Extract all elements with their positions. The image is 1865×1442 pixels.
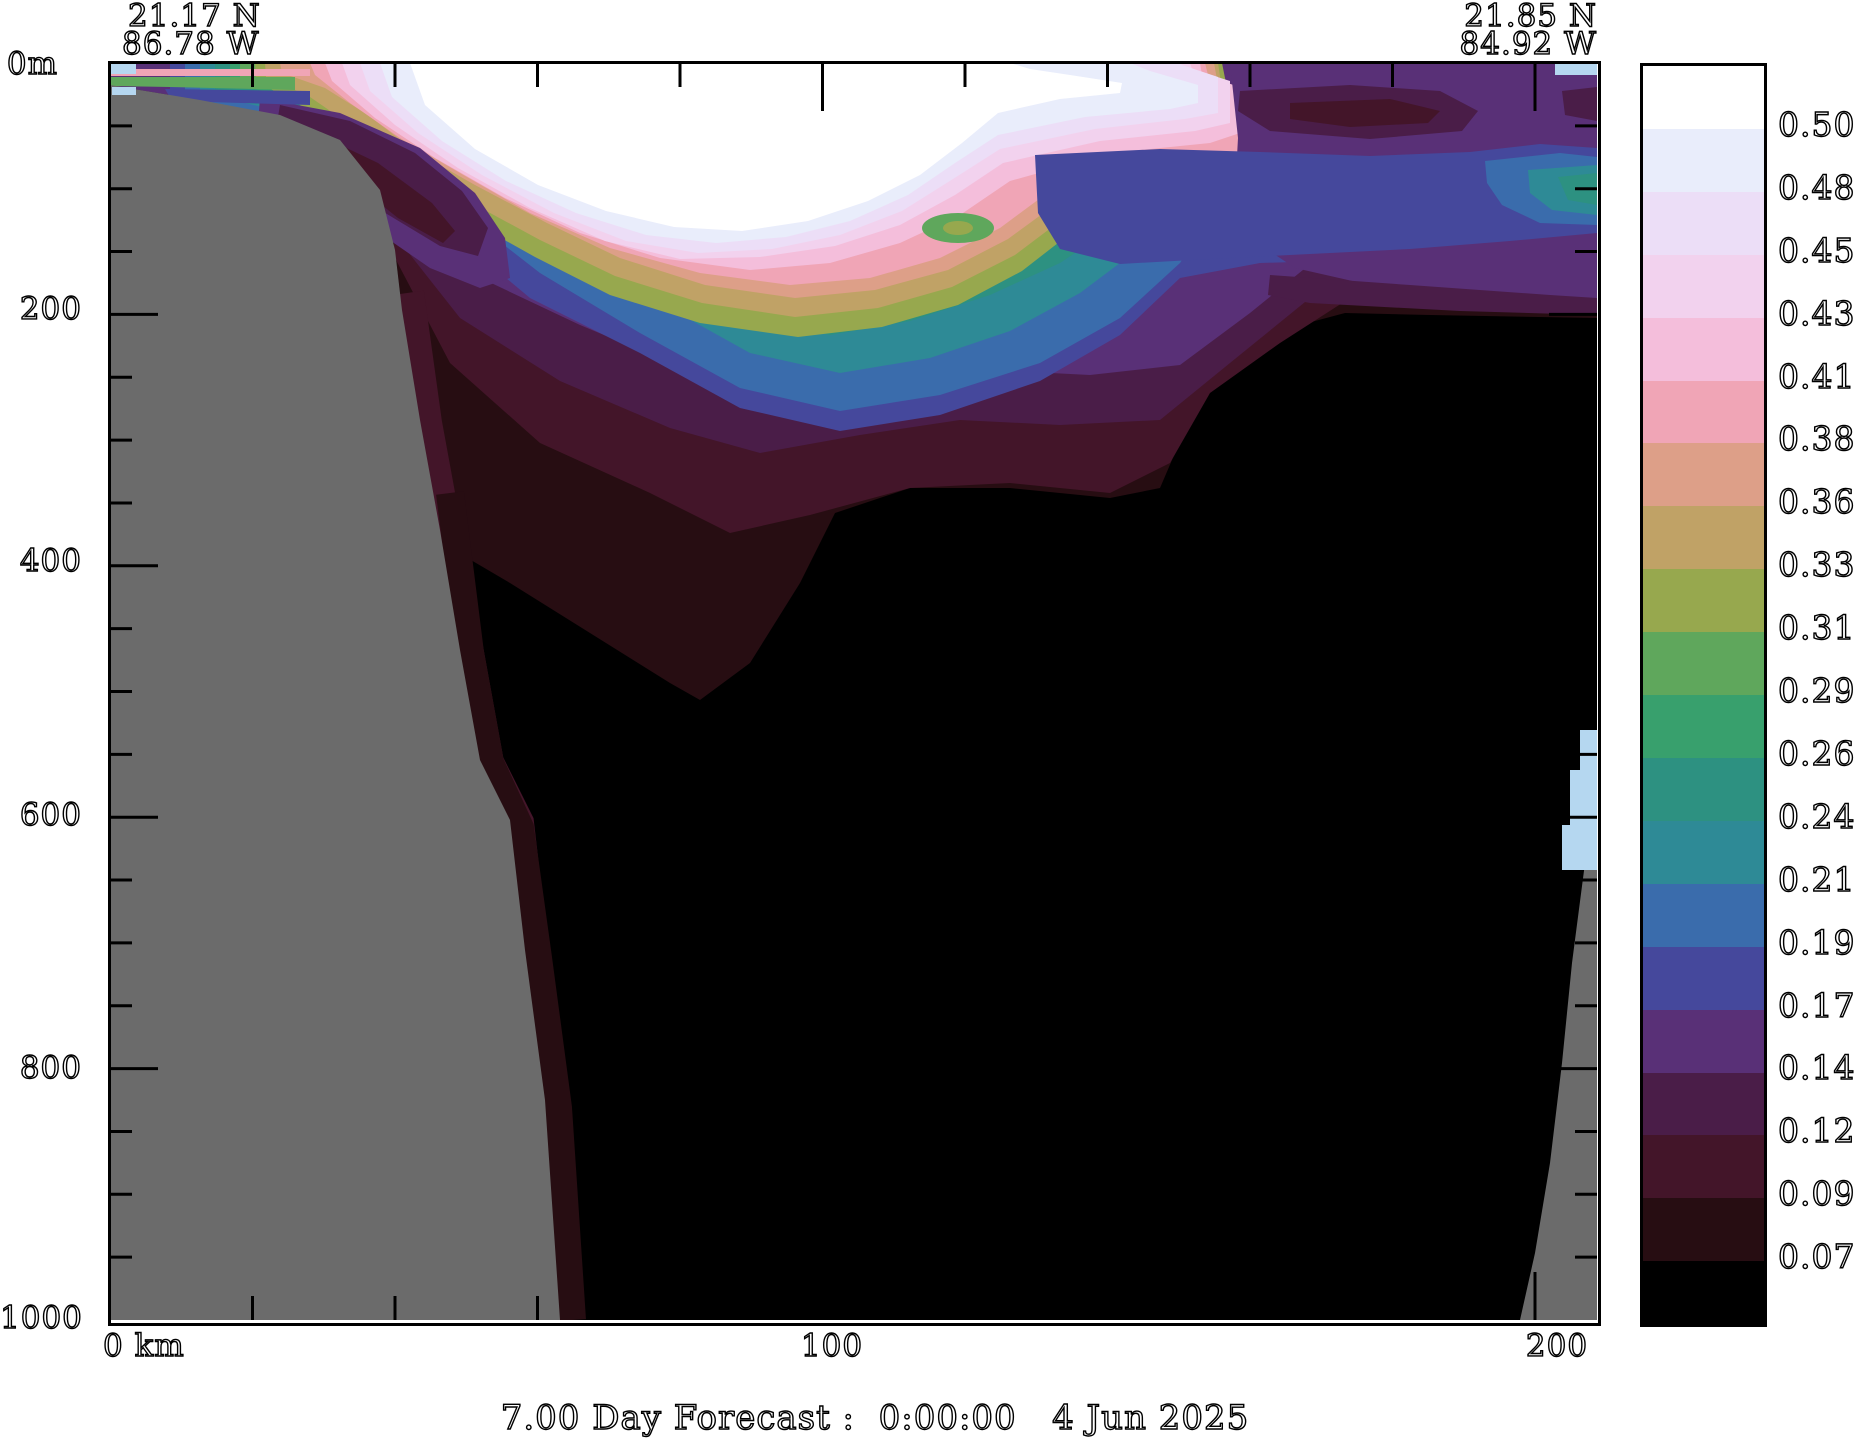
right-dark-corner	[1562, 87, 1597, 121]
section-start-lon: 86.78 W	[121, 25, 260, 62]
depth-label-800: 800	[19, 1049, 82, 1086]
colorbar-segment-6	[1643, 443, 1764, 507]
colorbar-segment-16	[1643, 1072, 1764, 1136]
colorbar-label-0.41: 0.41	[1777, 356, 1856, 396]
right-dark-blotch-core	[1290, 99, 1440, 127]
iceblue-topleft-2	[112, 87, 136, 95]
colorbar-segment-13	[1643, 883, 1764, 947]
slope-strip-0.07	[436, 491, 586, 1320]
colorbar-segment-1	[1643, 128, 1764, 192]
distance-label-0km: 0 km	[102, 1327, 185, 1364]
colorbar-segment-14	[1643, 946, 1764, 1010]
iceblue-topleft	[110, 63, 136, 74]
colorbar	[1640, 63, 1767, 1327]
colorbar-label-0.09: 0.09	[1777, 1173, 1856, 1214]
green-spot-core	[943, 221, 973, 235]
colorbar-label-0.19: 0.19	[1777, 922, 1856, 962]
colorbar-label-0.38: 0.38	[1777, 419, 1856, 459]
colorbar-label-0.07: 0.07	[1777, 1236, 1856, 1277]
colorbar-segment-7	[1643, 506, 1764, 570]
colorbar-label-0.26: 0.26	[1777, 733, 1856, 773]
colorbar-label-0.48: 0.48	[1777, 167, 1856, 207]
colorbar-label-0.33: 0.33	[1777, 544, 1856, 585]
depth-label-400: 400	[19, 542, 82, 579]
colorbar-label-0.14: 0.14	[1777, 1048, 1856, 1088]
colorbar-label-0.21: 0.21	[1777, 859, 1856, 899]
colorbar-segment-0	[1643, 66, 1764, 129]
colorbar-segment-12	[1643, 820, 1764, 884]
colorbar-label-0.17: 0.17	[1777, 985, 1856, 1025]
colorbar-label-0.31: 0.31	[1777, 607, 1856, 648]
colorbar-segment-9	[1643, 632, 1764, 696]
depth-label-600: 600	[19, 796, 82, 833]
surface-green-strip	[110, 77, 295, 90]
depth-label-1000: 1000	[0, 1299, 83, 1336]
section-start-lat: 21.17 N	[127, 0, 261, 35]
land-slope-left	[110, 85, 560, 1320]
colorbar-segment-2	[1643, 191, 1764, 255]
contour-field	[110, 63, 1597, 1320]
colorbar-label-0.36: 0.36	[1777, 482, 1856, 522]
indigo-tongue	[1035, 144, 1597, 264]
iceblue-rightwedge-3	[1562, 825, 1597, 870]
forecast-title: 7.00 Day Forecast : 0:00:00 4 Jun 2025	[500, 1397, 1250, 1438]
colorbar-label-0.45: 0.45	[1777, 230, 1856, 270]
iceblue-topright	[1555, 63, 1597, 75]
colorbar-segment-5	[1643, 380, 1764, 444]
land-rise-right	[1520, 793, 1597, 1320]
surface-pink-strip	[110, 69, 310, 76]
section-end-lon: 84.92 W	[1459, 25, 1597, 62]
colorbar-label-0.43: 0.43	[1777, 293, 1856, 333]
colorbar-label-0.50: 0.50	[1777, 104, 1856, 144]
iceblue-rightwedge-1	[1580, 730, 1597, 770]
colorbar-label-0.12: 0.12	[1777, 1111, 1856, 1151]
distance-label-200: 200	[1525, 1327, 1589, 1364]
depth-label-0m: 0m	[6, 45, 58, 82]
colorbar-segment-8	[1643, 569, 1764, 633]
colorbar-segment-4	[1643, 317, 1764, 381]
colorbar-segment-17	[1643, 1135, 1764, 1199]
colorbar-segment-11	[1643, 757, 1764, 821]
right-dark-band	[1268, 275, 1597, 315]
colorbar-label-0.24: 0.24	[1777, 796, 1856, 836]
colorbar-segment-19	[1643, 1261, 1764, 1325]
colorbar-label-0.29: 0.29	[1777, 670, 1856, 710]
depth-label-200: 200	[19, 290, 82, 327]
colorbar-segment-15	[1643, 1009, 1764, 1073]
colorbar-segment-18	[1643, 1198, 1764, 1262]
section-end-lat: 21.85 N	[1464, 0, 1597, 35]
distance-label-100: 100	[800, 1327, 864, 1364]
colorbar-segment-10	[1643, 695, 1764, 758]
axis-ticks	[110, 63, 1597, 1320]
section-plot	[110, 63, 1597, 1320]
region-0.50	[410, 63, 1122, 231]
colorbar-segment-3	[1643, 254, 1764, 318]
